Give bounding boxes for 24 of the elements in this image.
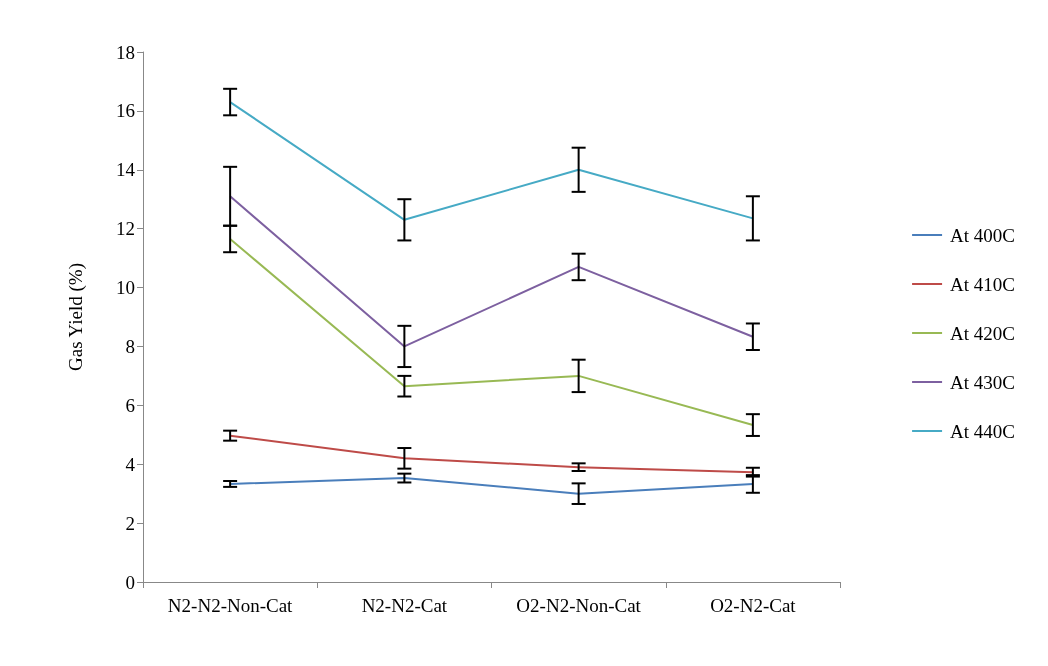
line-series xyxy=(229,101,754,221)
x-tick-label: O2-N2-Non-Cat xyxy=(516,595,642,616)
y-tick-label: 10 xyxy=(116,277,135,299)
x-tick-label: O2-N2-Cat xyxy=(710,595,797,616)
y-tick-label: 18 xyxy=(116,41,135,63)
line-series xyxy=(229,237,754,427)
y-tick-label: 0 xyxy=(125,571,135,593)
legend-label: At 440C xyxy=(950,420,1016,442)
y-tick-label: 16 xyxy=(116,100,135,122)
y-tick-label: 12 xyxy=(116,218,135,240)
legend-label: At 400C xyxy=(950,224,1016,246)
legend-label: At 430C xyxy=(950,371,1016,393)
line-series xyxy=(229,195,754,348)
y-tick-label: 4 xyxy=(125,453,136,475)
y-tick-label: 6 xyxy=(125,394,135,416)
legend-label: At 420C xyxy=(950,322,1016,344)
y-tick-label: 8 xyxy=(125,335,135,357)
x-tick-label: N2-N2-Cat xyxy=(361,595,448,616)
x-tick-label: N2-N2-Non-Cat xyxy=(167,595,294,616)
legend-label: At 410C xyxy=(950,273,1016,295)
y-axis-title: Gas Yield (%) xyxy=(65,263,87,371)
y-tick-label: 2 xyxy=(125,512,135,534)
line-series xyxy=(229,434,754,474)
y-tick-label: 14 xyxy=(116,159,136,181)
